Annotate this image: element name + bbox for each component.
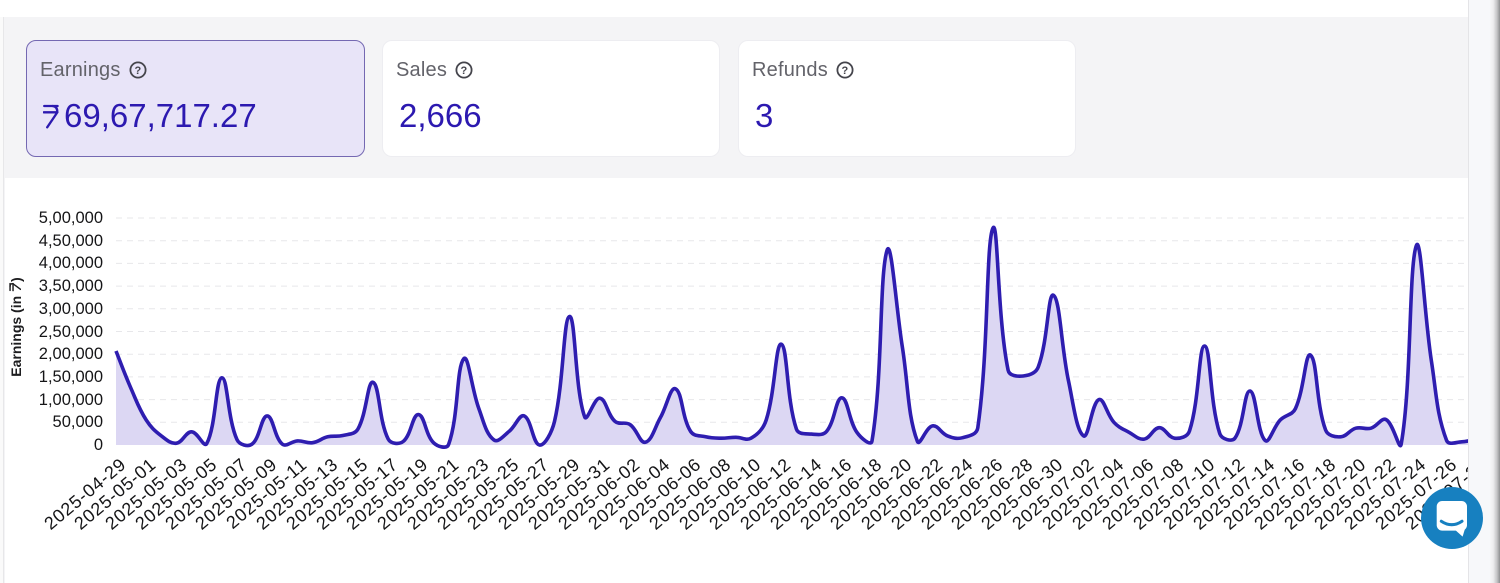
svg-text:?: ? [461,65,468,77]
svg-text:?: ? [134,65,141,77]
svg-text:?: ? [841,65,848,77]
